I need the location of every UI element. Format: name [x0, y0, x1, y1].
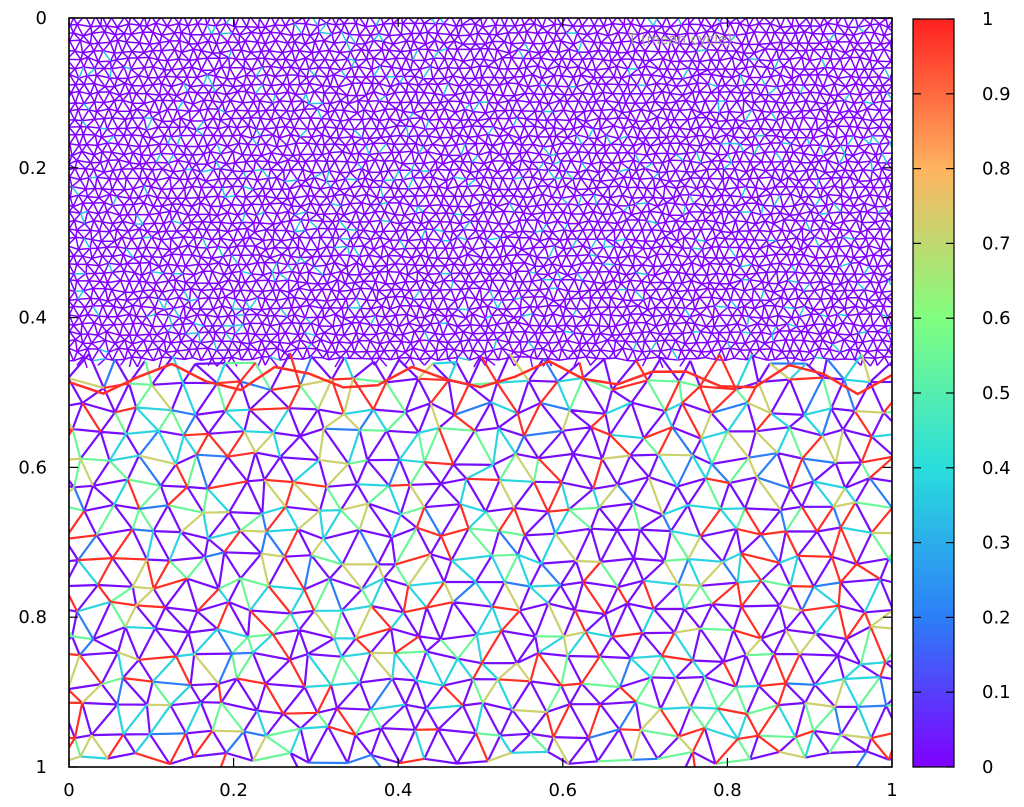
- grain-boundary-coarse: [69, 360, 892, 765]
- colorbar-tick-label: 0.3: [982, 533, 1011, 554]
- x-tick-label: 0.6: [548, 780, 577, 801]
- plot-frame: [68, 17, 893, 768]
- grain-boundary-coarse: [69, 352, 892, 767]
- colorbar-tick-label: 0.9: [982, 84, 1011, 105]
- x-tick-label: 0.4: [384, 780, 413, 801]
- grain-boundary-coarse: [69, 352, 892, 767]
- y-axis: 0 0.2 0.4 0.6 0.8 1: [18, 8, 892, 778]
- y-tick-label: 0: [36, 8, 47, 29]
- legend-label: T (mean cycle): [627, 32, 732, 48]
- colorbar-tick-label: 0.1: [982, 682, 1011, 703]
- grain-network: [69, 18, 892, 767]
- x-axis: 0 0.2 0.4 0.6 0.8 1: [63, 18, 898, 801]
- y-tick-label: 0.6: [18, 457, 47, 478]
- y-tick-label: 0.8: [18, 607, 47, 628]
- colorbar-tick-label: 0.8: [982, 159, 1011, 180]
- grain-boundary-fine: [69, 18, 892, 369]
- colorbar-axis: 0 0.1 0.2 0.3 0.4 0.5 0.6 0.7 0.8 0.9 1: [913, 9, 1011, 778]
- colorbar-tick-label: 0.4: [982, 458, 1011, 479]
- grain-boundary-coarse: [76, 353, 892, 760]
- interface-front: [69, 359, 892, 396]
- colorbar-tick-label: 0.6: [982, 308, 1011, 329]
- x-tick-label: 0: [63, 780, 74, 801]
- x-tick-label: 0.2: [219, 780, 248, 801]
- colorbar-tick-label: 1: [982, 9, 993, 30]
- colorbar-tick-label: 0: [982, 757, 993, 778]
- y-tick-label: 0.4: [18, 308, 47, 329]
- grain-boundary-coarse: [73, 356, 892, 767]
- x-tick-label: 1: [886, 780, 897, 801]
- y-tick-label: 0.2: [18, 158, 47, 179]
- y-tick-label: 1: [36, 757, 47, 778]
- x-tick-label: 0.8: [713, 780, 742, 801]
- colorbar-tick-label: 0.2: [982, 607, 1011, 628]
- grain-boundary-fine: [69, 18, 892, 362]
- colorbar-tick-label: 0.5: [982, 383, 1011, 404]
- colorbar-tick-label: 0.7: [982, 233, 1011, 254]
